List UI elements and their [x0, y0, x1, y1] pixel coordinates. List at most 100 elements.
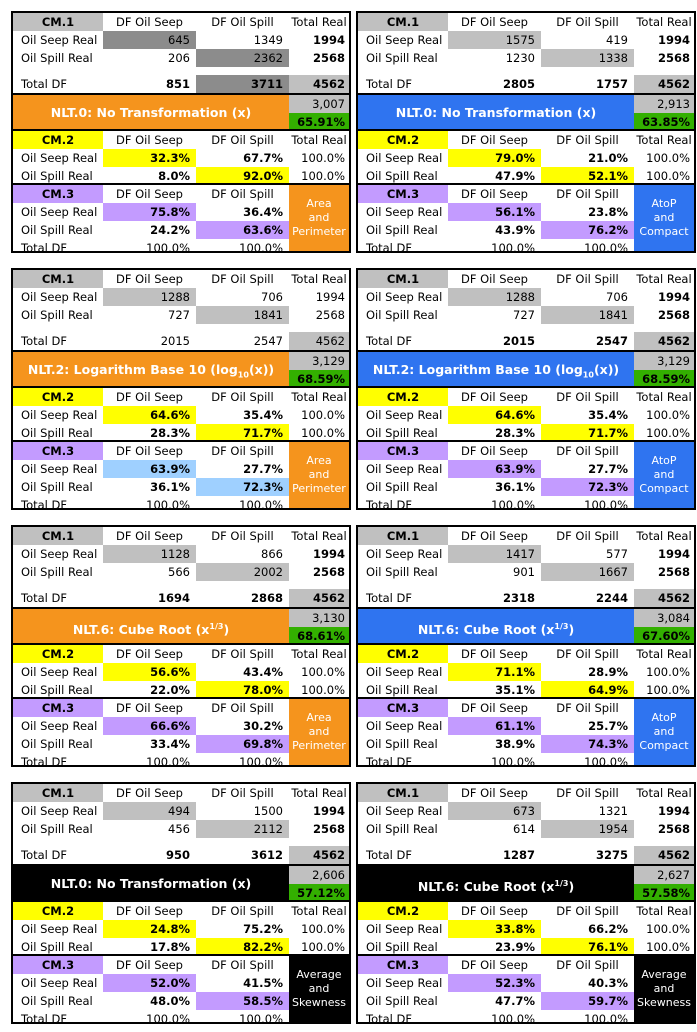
cm2-cell: 23.9%: [495, 940, 535, 954]
cm2-total-cell: 100.0%: [301, 408, 345, 422]
col-header-seep: DF Oil Seep: [116, 15, 183, 29]
cm2-row: Oil Seep Real 32.3% 67.7% 100.0%: [13, 149, 349, 167]
cm2-row: Oil Spill Real 8.0% 92.0% 100.0%: [13, 167, 349, 185]
cm3-row: Total DF 100.0% 100.0%: [358, 496, 694, 510]
cm2-total-cell: 100.0%: [646, 408, 690, 422]
cm1-row: Oil Seep Real 673 1321 1994: [358, 802, 694, 820]
row-label: Oil Seep Real: [366, 33, 443, 47]
cm1-total-cell: 2568: [657, 308, 690, 322]
cm3-cell: 66.6%: [103, 717, 196, 735]
col-header-spill: DF Oil Spill: [211, 904, 274, 918]
cm2-row: Oil Spill Real 17.8% 82.2% 100.0%: [13, 938, 349, 956]
cm1-total-cell: 2568: [315, 308, 345, 322]
cm3-cell: 76.2%: [541, 221, 634, 239]
cm3-row: Oil Seep Real 63.9% 27.7%: [358, 460, 694, 478]
cm2-cell: 71.7%: [541, 424, 634, 442]
col-header-total: Total Real: [291, 390, 347, 404]
cm1-cell: 2547: [253, 334, 283, 348]
cm1-label: CM.1: [358, 13, 448, 31]
cm2-label: CM.2: [358, 388, 448, 406]
nlt-title-subscript: 10: [582, 370, 594, 380]
col-header-total: Total Real: [636, 15, 692, 29]
feature-word: Compact: [639, 225, 689, 238]
feature-word: and: [308, 468, 330, 481]
accuracy-badge: 57.58%: [634, 884, 694, 902]
row-label: Oil Spill Real: [366, 308, 438, 322]
divider: [13, 350, 349, 352]
cm1-cell: 1667: [541, 563, 634, 581]
cm1-total-cell: 2568: [657, 565, 690, 579]
cm2-total-cell: 100.0%: [301, 151, 345, 165]
cm1-total-cell: 1994: [657, 33, 690, 47]
row-label: Oil Spill Real: [21, 683, 93, 697]
cm1-row: Oil Spill Real 614 1954 2568: [358, 820, 694, 838]
cm3-header-row: CM.3 DF Oil Seep DF Oil Spill: [13, 442, 349, 460]
feature-word: Skewness: [637, 996, 691, 1009]
cm1-cell: 3711: [196, 75, 289, 93]
cm1-table: CM.1 DF Oil Seep DF Oil Spill Total Real Oil…: [13, 784, 349, 866]
cm1-row: Oil Spill Real 566 2002 2568: [13, 563, 349, 581]
cm2-row: Oil Seep Real 79.0% 21.0% 100.0%: [358, 149, 694, 167]
row-label: Total DF: [21, 334, 67, 348]
cm1-total-cell: 4562: [289, 332, 349, 350]
col-header-seep: DF Oil Seep: [116, 187, 183, 201]
row-label: Total DF: [21, 77, 67, 91]
cm1-total-cell: 4562: [289, 75, 349, 93]
nlt-title-text: NLT.6: Cube Root (x: [417, 622, 555, 638]
cm3-cell: 100.0%: [584, 755, 628, 767]
cm3-row: Oil Spill Real 48.0% 58.5%: [13, 992, 349, 1010]
feature-word: and: [653, 725, 675, 738]
divider: [13, 440, 349, 442]
cm3-row: Total DF 100.0% 100.0%: [358, 1010, 694, 1022]
col-header-spill: DF Oil Spill: [211, 272, 274, 286]
cm1-total-cell: 4562: [634, 589, 694, 607]
row-label: Oil Seep Real: [366, 151, 443, 165]
row-label: Oil Spill Real: [366, 737, 438, 751]
cm3-row: Total DF 100.0% 100.0%: [13, 1010, 349, 1022]
cm2-header-row: CM.2 DF Oil Seep DF Oil Spill Total Real: [13, 902, 349, 920]
divider: [358, 350, 694, 352]
col-header-total: Total Real: [636, 133, 692, 147]
cm2-cell: 28.3%: [150, 426, 190, 440]
cm1-row: Oil Seep Real 1288 706 1994: [358, 288, 694, 306]
row-label: Oil Spill Real: [366, 683, 438, 697]
row-label: Oil Spill Real: [366, 223, 438, 237]
accuracy-badge: 68.59%: [634, 370, 694, 388]
divider: [13, 386, 349, 388]
cm2-cell: 43.4%: [243, 665, 283, 679]
col-header-total: Total Real: [291, 529, 347, 543]
cm3-cell: 100.0%: [491, 755, 535, 767]
cm3-cell: 59.7%: [541, 992, 634, 1010]
col-header-spill: DF Oil Spill: [556, 444, 619, 458]
nlt-title: NLT.2: Logarithm Base 10 (log10(x)): [358, 352, 634, 388]
cm2-row: Oil Seep Real 33.8% 66.2% 100.0%: [358, 920, 694, 938]
cm3-row: Oil Seep Real 56.1% 23.8%: [358, 203, 694, 221]
cm1-cell: 1288: [103, 288, 196, 306]
cm3-header-row: CM.3 DF Oil Seep DF Oil Spill: [13, 185, 349, 203]
row-label: Oil Seep Real: [21, 719, 98, 733]
cm3-cell: 100.0%: [584, 498, 628, 510]
cm3-cell: 52.0%: [103, 974, 196, 992]
result-panel: CM.1 DF Oil Seep DF Oil Spill Total Real Oil…: [356, 268, 696, 510]
cm1-row: Total DF 1287 3275 4562: [358, 846, 694, 864]
cm1-total-cell: 4562: [289, 846, 349, 864]
row-label: Total DF: [21, 848, 67, 862]
col-header-spill: DF Oil Spill: [556, 529, 619, 543]
col-header-seep: DF Oil Seep: [461, 187, 528, 201]
row-label: Oil Seep Real: [21, 976, 98, 990]
cm3-table: CM.3 DF Oil Seep DF Oil Spill Oil Seep Real…: [358, 956, 694, 1022]
cm2-row: Oil Spill Real 23.9% 76.1% 100.0%: [358, 938, 694, 956]
cm2-cell: 35.4%: [243, 408, 283, 422]
cm3-cell: 36.1%: [495, 480, 535, 494]
result-panel: CM.1 DF Oil Seep DF Oil Spill Total Real Oil…: [356, 11, 696, 253]
row-label: Oil Spill Real: [366, 51, 438, 65]
cm3-row: Oil Spill Real 36.1% 72.3%: [13, 478, 349, 496]
nlt-title: NLT.6: Cube Root (x1/3): [358, 866, 634, 902]
cm2-cell: 33.8%: [448, 920, 541, 938]
cm2-row: Oil Seep Real 64.6% 35.4% 100.0%: [13, 406, 349, 424]
cm1-cell: 1694: [157, 591, 190, 605]
col-header-spill: DF Oil Spill: [556, 958, 619, 972]
nlt-title-text: ): [223, 622, 230, 638]
feature-word: Perimeter: [292, 482, 346, 495]
col-header-spill: DF Oil Spill: [556, 390, 619, 404]
